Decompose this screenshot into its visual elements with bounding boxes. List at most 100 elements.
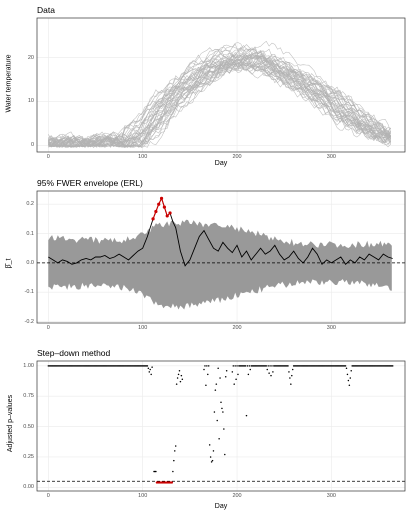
plot-area: [36, 190, 406, 324]
panel-title: 95% FWER envelope (ERL): [37, 178, 143, 188]
p-value-point: [179, 380, 182, 383]
p-value-point: [172, 470, 174, 473]
p-value-point: [236, 365, 238, 367]
significant-point: [151, 217, 155, 221]
plot-area: [36, 360, 406, 492]
significant-point: [154, 209, 158, 214]
x-tick-label: 300: [326, 154, 336, 160]
y-tick-label: 0.50: [23, 423, 34, 430]
p-value-point: [214, 389, 217, 391]
y-tick-label: 0: [30, 142, 34, 149]
p-value-point: [155, 470, 157, 473]
p-value-point: [215, 383, 218, 385]
data-series-line: [48, 61, 392, 148]
p-value-point: [224, 453, 226, 456]
p-value-point: [270, 374, 272, 377]
y-tick-label: 0.00: [23, 484, 34, 491]
p-value-point: [180, 374, 183, 377]
x-axis-label: Day: [214, 503, 228, 510]
p-value-point: [217, 367, 219, 370]
panel-data: Data Day Water temperature 0 100 200 300 0 10…: [0, 0, 415, 175]
panel-stepdown: Step–down method Day Adjusted p–values 0…: [0, 345, 415, 519]
grid: [37, 361, 405, 491]
p-value-point: [181, 378, 184, 380]
x-tick-label: 200: [232, 154, 242, 160]
p-value-point: [147, 367, 150, 370]
p-value-point: [221, 407, 223, 410]
p-value-point: [231, 371, 234, 373]
p-value-point: [177, 373, 180, 376]
p-value-point: [174, 445, 177, 447]
x-tick-label: 200: [232, 325, 242, 331]
significant-point: [168, 211, 172, 215]
p-value-point: [209, 456, 212, 458]
data-series-line: [48, 42, 391, 148]
p-value-point: [245, 414, 248, 417]
y-tick-label: -0.1: [24, 289, 34, 296]
significant-point: [157, 202, 161, 206]
plot-border: [36, 17, 406, 153]
p-value-point: [271, 365, 273, 367]
p-value-point: [207, 365, 210, 367]
p-value-point: [291, 374, 293, 377]
x-tick-label: 0: [46, 493, 50, 499]
y-tick-label: 0.1: [26, 230, 34, 237]
p-value-point: [237, 373, 239, 376]
p-value-point: [203, 368, 205, 371]
y-tick-label: -0.2: [24, 318, 34, 325]
data-series-line: [48, 51, 392, 148]
p-value-point: [269, 365, 271, 367]
p-value-point: [206, 365, 208, 367]
p-value-point: [249, 368, 252, 371]
plot-border: [36, 360, 406, 492]
y-axis-label: β̂_t: [5, 258, 13, 269]
p-value-point: [218, 438, 220, 440]
grid: [37, 18, 405, 152]
p-value-point: [205, 384, 207, 387]
p-value-point: [222, 411, 224, 413]
p-value-point: [208, 444, 211, 446]
x-tick-label: 300: [326, 493, 336, 499]
p-value-point: [178, 369, 181, 372]
p-value-point: [248, 365, 251, 367]
y-axis-label: Water temperature: [5, 54, 13, 113]
data-series-line: [48, 60, 391, 148]
p-value-point: [347, 379, 350, 382]
p-value-point: [272, 371, 274, 373]
data-series-line: [48, 60, 391, 148]
x-tick-label: 200: [232, 493, 242, 499]
y-tick-label: 0.0: [26, 259, 34, 266]
p-value-point: [290, 383, 292, 385]
p-value-point: [151, 366, 153, 368]
p-value-point: [174, 450, 176, 452]
p-value-point: [265, 365, 268, 367]
p-value-point: [224, 376, 227, 378]
y-tick-label: 1.00: [23, 362, 34, 369]
p-value-point: [349, 377, 352, 379]
y-tick-label: 0.75: [23, 393, 34, 400]
p-value-point: [149, 368, 151, 371]
p-value-point: [289, 377, 291, 379]
panel-envelope: 95% FWER envelope (ERL) β̂_t 0 100 200 300 -…: [0, 175, 415, 345]
p-value-point: [210, 461, 213, 463]
p-value-point: [146, 365, 149, 367]
p-value-point: [346, 373, 349, 376]
p-value-point: [211, 459, 214, 462]
p-value-point: [148, 371, 151, 373]
data-series-line: [48, 50, 392, 148]
x-tick-label: 100: [138, 154, 148, 160]
significant-point: [162, 205, 166, 209]
data-series-line: [48, 55, 392, 148]
p-value-point: [345, 367, 348, 370]
plot-area: [36, 17, 406, 153]
p-value-point: [391, 365, 394, 367]
p-value-point: [234, 365, 236, 367]
p-value-point: [235, 378, 237, 380]
p-value-point: [232, 365, 235, 367]
p-value-point: [220, 401, 222, 404]
p-value-point: [216, 419, 218, 422]
y-tick-label: 0.25: [23, 453, 34, 460]
p-value-point: [246, 365, 249, 367]
significant-point: [165, 214, 169, 218]
x-tick-label: 0: [46, 154, 50, 160]
